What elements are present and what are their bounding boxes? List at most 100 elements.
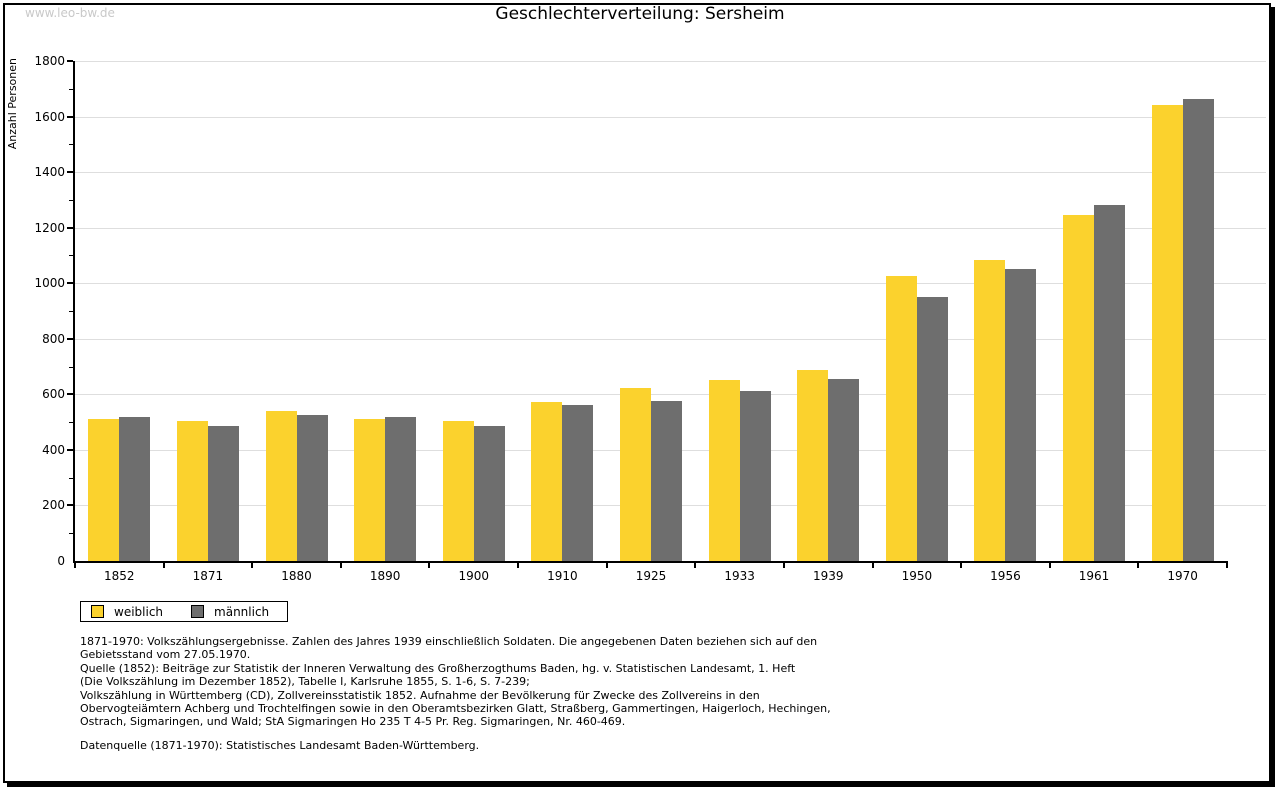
y-tick-200 [67,504,73,507]
x-tick [1048,561,1051,568]
y-tick-label: 400 [42,442,65,457]
bar-männlich-1933 [739,391,771,561]
bar-männlich-1925 [651,400,682,561]
x-tick [782,561,785,568]
x-tick [960,561,963,568]
footnote-line: (Die Volkszählung im Dezember 1852), Tab… [80,675,530,689]
bar-männlich-1900 [473,425,505,561]
y-minor-tick-900 [69,311,73,312]
chart-title: Geschlechterverteilung: Sersheim [495,4,785,24]
y-minor-tick-1500 [69,144,73,146]
bar-weiblich-1970 [1151,105,1183,561]
y-tick-600 [67,393,73,396]
y-tick-label: 1800 [34,54,65,68]
y-tick-1800 [67,60,73,62]
gridline-1200 [75,227,1266,229]
footnote-line: 1871-1970: Volkszählungsergebnisse. Zahl… [80,635,818,648]
bar-männlich-1852 [119,416,151,561]
x-category-label: 1970 [1167,569,1198,583]
bar-weiblich-1939 [797,370,829,561]
footnote-line: Gebietsstand vom 27.05.1970. [80,648,251,662]
x-axis-line [73,561,1227,563]
legend-swatch-maennlich [191,605,205,618]
x-category-label: 1939 [812,569,844,583]
bar-männlich-1880 [296,414,328,561]
x-tick [871,561,874,568]
y-minor-tick-100 [69,533,73,535]
y-axis-line [73,61,75,563]
y-minor-tick-1100 [69,255,73,257]
y-tick-400 [67,448,73,451]
x-category-label: 1925 [635,569,667,583]
gridline-1600 [75,116,1266,118]
bar-weiblich-1852 [88,419,120,561]
gridline-1800 [75,61,1266,62]
y-tick-label: 1000 [34,276,65,291]
x-category-label: 1961 [1078,569,1110,583]
y-minor-tick-1300 [69,199,73,201]
y-tick-label: 200 [42,498,65,513]
bar-weiblich-1871 [176,420,208,561]
footnote-line: Ostrach, Sigmaringen, und Wald; StA Sigm… [80,715,626,729]
bar-weiblich-1956 [974,260,1006,561]
y-minor-tick-300 [69,477,73,479]
bar-männlich-1939 [828,379,860,561]
watermark: www.leo-bw.de [25,6,115,20]
y-tick-label: 600 [42,387,65,402]
bar-weiblich-1925 [620,388,651,561]
gridline-1400 [75,172,1266,174]
bar-männlich-1956 [1005,269,1037,561]
x-tick [162,561,165,568]
y-tick-label: 1600 [34,109,65,124]
y-tick-label: 800 [42,331,65,346]
legend-label-maennlich: männlich [214,604,270,619]
footnote-line: Volkszählung in Württemberg (CD), Zollve… [80,688,760,702]
footnote-line: Obervogteiämtern Achberg und Trochtelfin… [80,702,831,716]
x-tick [694,561,697,568]
y-tick-label: 1200 [34,220,65,235]
bar-männlich-1950 [916,297,948,561]
y-tick-label: 0 [57,554,65,568]
x-tick [1226,561,1228,568]
x-tick [1137,561,1140,568]
bar-weiblich-1890 [354,419,386,561]
y-tick-800 [67,337,73,340]
plot-area: 0 200 400 600 800 1000 1200 1400 1600 1800 1852 187… [34,54,1266,583]
x-category-label: 1852 [104,569,135,583]
page-frame [3,3,1271,783]
bar-weiblich-1900 [442,420,474,561]
y-minor-tick-1700 [69,88,73,90]
x-category-label: 1950 [901,569,933,583]
y-tick-1200 [67,226,73,229]
footnotes: 1871-1970: Volkszählungsergebnisse. Zahl… [80,635,831,752]
gridline-800 [75,338,1266,340]
x-category-label: 1933 [724,569,755,583]
bar-weiblich-1910 [531,402,563,561]
x-tick [339,561,342,568]
data-source-line: Datenquelle (1871-1970): Statistisches L… [80,738,480,752]
y-tick-1600 [67,115,73,118]
x-category-label: 1880 [281,569,312,583]
y-tick-1000 [67,282,73,285]
x-tick [428,561,431,568]
y-minor-tick-500 [69,422,73,424]
x-tick [74,561,76,568]
bar-männlich-1970 [1182,98,1214,561]
x-tick [517,561,520,568]
x-category-label: 1956 [990,569,1021,583]
x-category-label: 1871 [192,569,224,583]
bar-weiblich-1961 [1063,214,1095,561]
legend-label-weiblich: weiblich [114,604,164,619]
legend-swatch-weiblich [91,605,104,618]
bar-männlich-1961 [1094,205,1126,561]
x-tick [605,561,608,568]
x-category-label: 1910 [547,569,578,583]
legend: weiblich männlich [80,601,288,622]
bar-männlich-1871 [207,426,239,561]
y-tick-label: 1400 [34,165,65,180]
bar-weiblich-1950 [885,276,917,561]
y-tick-1400 [67,171,73,174]
gridline-1000 [75,283,1266,285]
x-category-label: 1900 [458,569,490,583]
y-axis-title: Anzahl Personen [6,58,19,150]
